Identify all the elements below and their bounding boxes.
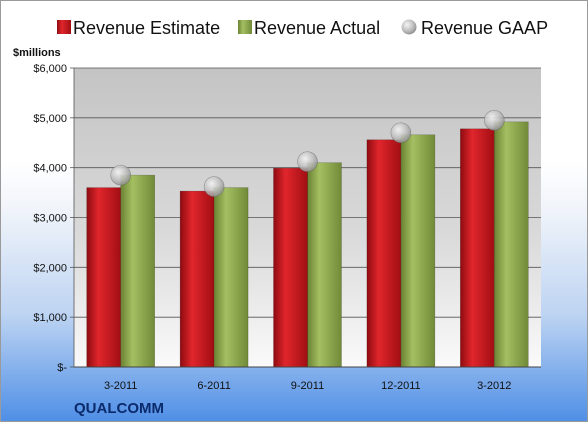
x-tick-label: 6-2011 — [197, 380, 230, 392]
legend-swatch-actual — [238, 20, 252, 34]
x-tick-label: 9-2011 — [291, 380, 324, 392]
bar-revenue-estimate — [179, 190, 215, 368]
marker-revenue-gaap — [483, 110, 505, 131]
y-tick-label: $1,000 — [33, 312, 67, 324]
legend-item-actual: Revenue Actual — [238, 18, 380, 38]
legend-swatch-estimate — [57, 20, 71, 34]
company-label: QUALCOMM — [74, 400, 164, 417]
legend-item-gaap: Revenue GAAP — [401, 18, 548, 38]
bar-revenue-estimate — [273, 167, 308, 368]
bar-revenue-estimate — [459, 128, 495, 368]
bar-revenue-actual — [493, 121, 529, 368]
y-tick-label: $5,000 — [33, 113, 67, 125]
x-tick-label: 3-2012 — [477, 380, 511, 392]
y-tick-label: $- — [57, 362, 67, 374]
marker-revenue-gaap — [110, 164, 131, 186]
gaap-markers — [110, 110, 505, 197]
x-tick-label: 12-2011 — [381, 380, 421, 392]
bar-revenue-estimate — [366, 139, 402, 368]
bar-revenue-actual — [307, 162, 342, 368]
y-axis-ticks: $- $1,000 $2,000 $3,000 $4,000 $5,000 $6,000 — [33, 63, 74, 374]
y-tick-label: $3,000 — [33, 213, 67, 225]
y-tick-label: $4,000 — [33, 163, 67, 175]
y-axis-label: $millions — [13, 47, 61, 59]
y-tick-label: $2,000 — [33, 262, 67, 274]
legend-label-actual: Revenue Actual — [254, 18, 380, 38]
marker-revenue-gaap — [390, 122, 412, 144]
legend-item-estimate: Revenue Estimate — [57, 18, 220, 38]
bar-revenue-estimate — [86, 187, 121, 368]
x-axis-ticks: 3-2011 6-2011 9-2011 12-2011 3-2012 — [74, 366, 541, 392]
marker-revenue-gaap — [203, 176, 225, 197]
bar-revenue-actual — [213, 187, 249, 368]
bar-revenue-actual — [120, 174, 155, 368]
legend: Revenue Estimate Revenue Actual Revenue … — [57, 18, 548, 38]
bar-revenue-actual — [400, 134, 436, 368]
legend-label-gaap: Revenue GAAP — [421, 18, 548, 38]
bars — [86, 121, 529, 368]
x-tick-label: 3-2011 — [104, 380, 137, 392]
legend-label-estimate: Revenue Estimate — [73, 18, 220, 38]
y-tick-label: $6,000 — [33, 63, 67, 75]
marker-revenue-gaap — [297, 151, 318, 172]
legend-marker-gaap — [401, 19, 417, 35]
